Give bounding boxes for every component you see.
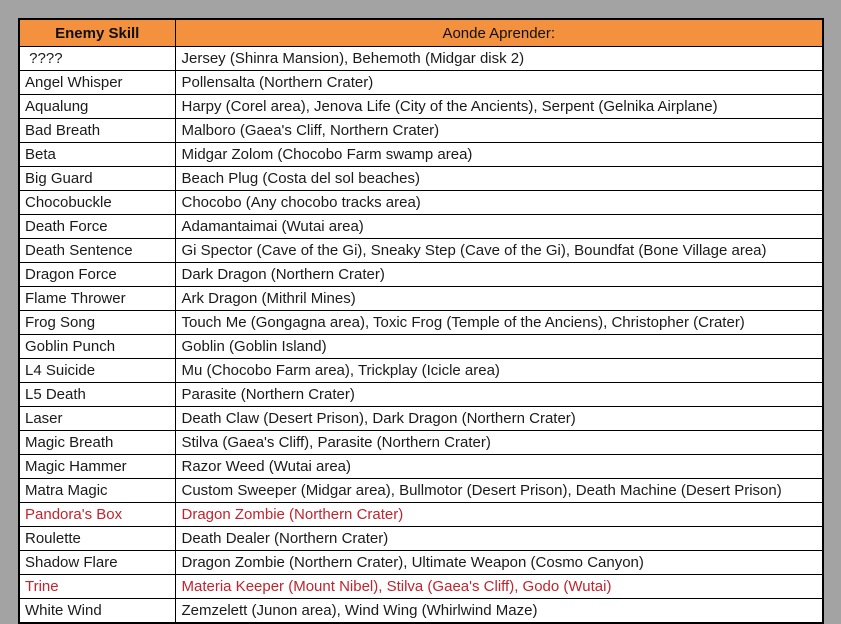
location-cell: Dragon Zombie (Northern Crater): [174, 502, 824, 527]
skill-cell: Chocobuckle: [18, 190, 176, 215]
skill-cell: L5 Death: [18, 382, 176, 407]
skill-cell: Aqualung: [18, 94, 176, 119]
location-cell: Dragon Zombie (Northern Crater), Ultimat…: [174, 550, 824, 575]
location-cell: Midgar Zolom (Chocobo Farm swamp area): [174, 142, 824, 167]
table-row: Dragon Force Dark Dragon (Northern Crater…: [18, 262, 824, 287]
location-cell: Jersey (Shinra Mansion), Behemoth (Midga…: [174, 46, 824, 71]
skill-table-body: ???? Jersey (Shinra Mansion), Behemoth (M…: [18, 46, 824, 624]
skill-cell: Angel Whisper: [18, 70, 176, 95]
location-cell: Adamantaimai (Wutai area): [174, 214, 824, 239]
skill-cell: Death Sentence: [18, 238, 176, 263]
skill-cell: ????: [18, 46, 176, 71]
location-cell: Death Dealer (Northern Crater): [174, 526, 824, 551]
table-row: Laser Death Claw (Desert Prison), Dark Dr…: [18, 406, 824, 431]
table-row: Goblin Punch Goblin (Goblin Island): [18, 334, 824, 359]
table-row: Aqualung Harpy (Corel area), Jenova Life …: [18, 94, 824, 119]
table-row: Roulette Death Dealer (Northern Crater): [18, 526, 824, 551]
location-cell: Custom Sweeper (Midgar area), Bullmotor …: [174, 478, 824, 503]
table-row: Magic Breath Stilva (Gaea's Cliff), Paras…: [18, 430, 824, 455]
location-cell: Touch Me (Gongagna area), Toxic Frog (Te…: [174, 310, 824, 335]
skill-cell: L4 Suicide: [18, 358, 176, 383]
location-cell: Pollensalta (Northern Crater): [174, 70, 824, 95]
table-row: Death Sentence Gi Spector (Cave of the Gi…: [18, 238, 824, 263]
location-cell: Death Claw (Desert Prison), Dark Dragon …: [174, 406, 824, 431]
skill-cell: White Wind: [18, 598, 176, 624]
location-cell: Harpy (Corel area), Jenova Life (City of…: [174, 94, 824, 119]
skill-cell: Matra Magic: [18, 478, 176, 503]
enemy-skill-table-container: Enemy Skill Aonde Aprender: ???? Jersey (…: [18, 18, 824, 624]
table-row: Matra Magic Custom Sweeper (Midgar area),…: [18, 478, 824, 503]
skill-cell: Roulette: [18, 526, 176, 551]
table-row: Chocobuckle Chocobo (Any chocobo tracks a…: [18, 190, 824, 215]
table-row: Angel Whisper Pollensalta (Northern Crate…: [18, 70, 824, 95]
skill-cell: Flame Thrower: [18, 286, 176, 311]
skill-cell: Bad Breath: [18, 118, 176, 143]
skill-cell: Magic Hammer: [18, 454, 176, 479]
location-cell: Goblin (Goblin Island): [174, 334, 824, 359]
skill-cell: Shadow Flare: [18, 550, 176, 575]
table-row: White Wind Zemzelett (Junon area), Wind W…: [18, 598, 824, 624]
table-row: Magic Hammer Razor Weed (Wutai area): [18, 454, 824, 479]
table-row: Bad Breath Malboro (Gaea's Cliff, Norther…: [18, 118, 824, 143]
skill-cell: Big Guard: [18, 166, 176, 191]
location-cell: Ark Dragon (Mithril Mines): [174, 286, 824, 311]
location-cell: Stilva (Gaea's Cliff), Parasite (Norther…: [174, 430, 824, 455]
table-row: Pandora's Box Dragon Zombie (Northern Cra…: [18, 502, 824, 527]
location-cell: Razor Weed (Wutai area): [174, 454, 824, 479]
table-row: Shadow Flare Dragon Zombie (Northern Crat…: [18, 550, 824, 575]
table-row: Flame Thrower Ark Dragon (Mithril Mines): [18, 286, 824, 311]
location-cell: Materia Keeper (Mount Nibel), Stilva (Ga…: [174, 574, 824, 599]
table-row: Frog Song Touch Me (Gongagna area), Toxic…: [18, 310, 824, 335]
location-cell: Parasite (Northern Crater): [174, 382, 824, 407]
skill-cell: Death Force: [18, 214, 176, 239]
header-enemy-skill: Enemy Skill: [18, 18, 176, 47]
skill-cell: Trine: [18, 574, 176, 599]
header-row: Enemy Skill Aonde Aprender:: [18, 18, 824, 47]
skill-cell: Pandora's Box: [18, 502, 176, 527]
location-cell: Gi Spector (Cave of the Gi), Sneaky Step…: [174, 238, 824, 263]
skill-cell: Beta: [18, 142, 176, 167]
location-cell: Zemzelett (Junon area), Wind Wing (Whirl…: [174, 598, 824, 624]
skill-cell: Frog Song: [18, 310, 176, 335]
table-row: Beta Midgar Zolom (Chocobo Farm swamp are…: [18, 142, 824, 167]
table-row: ???? Jersey (Shinra Mansion), Behemoth (M…: [18, 46, 824, 71]
table-row: L5 Death Parasite (Northern Crater): [18, 382, 824, 407]
header-where-to-learn: Aonde Aprender:: [174, 18, 824, 47]
skill-cell: Dragon Force: [18, 262, 176, 287]
table-row: Trine Materia Keeper (Mount Nibel), Stilv…: [18, 574, 824, 599]
enemy-skill-table: Enemy Skill Aonde Aprender: ???? Jersey (…: [18, 18, 824, 624]
location-cell: Malboro (Gaea's Cliff, Northern Crater): [174, 118, 824, 143]
table-row: Big Guard Beach Plug (Costa del sol beach…: [18, 166, 824, 191]
skill-cell: Goblin Punch: [18, 334, 176, 359]
location-cell: Dark Dragon (Northern Crater): [174, 262, 824, 287]
table-row: L4 Suicide Mu (Chocobo Farm area), Trickp…: [18, 358, 824, 383]
location-cell: Chocobo (Any chocobo tracks area): [174, 190, 824, 215]
location-cell: Mu (Chocobo Farm area), Trickplay (Icicl…: [174, 358, 824, 383]
skill-cell: Laser: [18, 406, 176, 431]
skill-cell: Magic Breath: [18, 430, 176, 455]
table-row: Death Force Adamantaimai (Wutai area): [18, 214, 824, 239]
location-cell: Beach Plug (Costa del sol beaches): [174, 166, 824, 191]
